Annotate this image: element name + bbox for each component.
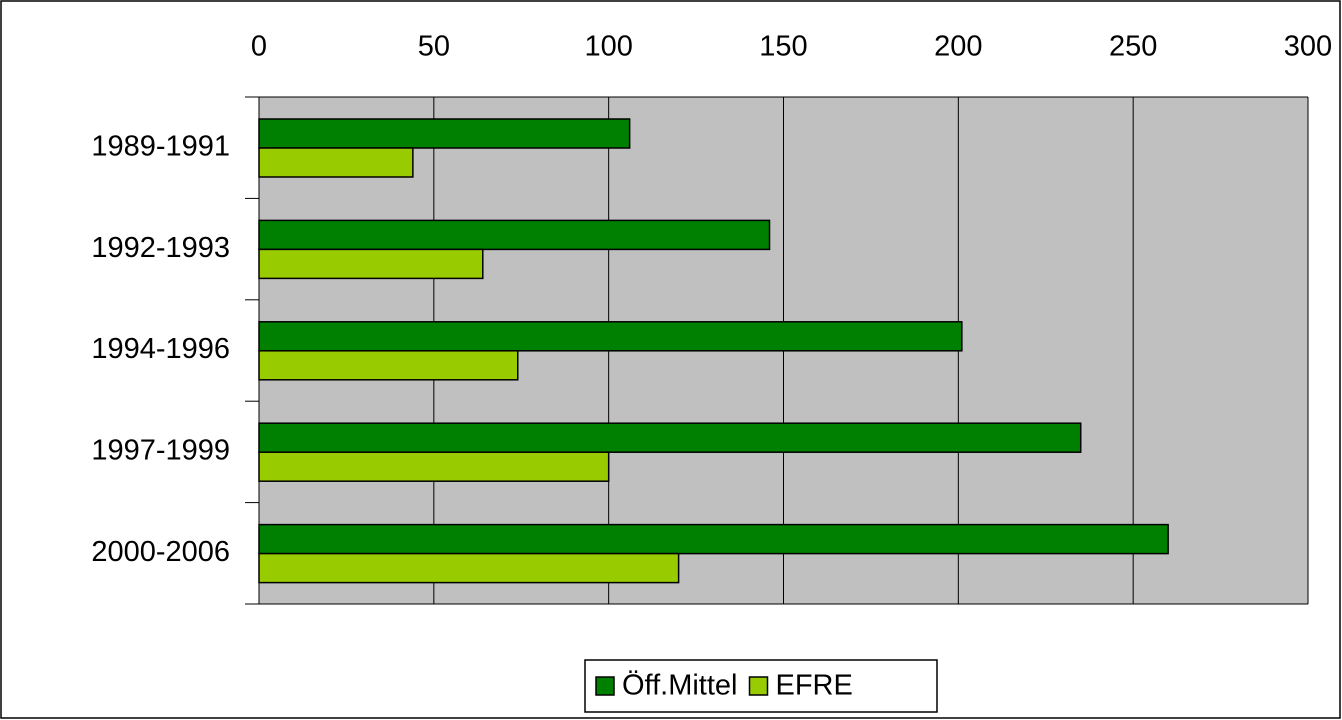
x-tick-label: 100 bbox=[584, 31, 632, 63]
bar bbox=[258, 350, 519, 381]
legend-swatch bbox=[748, 676, 769, 696]
bar bbox=[258, 147, 414, 178]
x-tick-label: 200 bbox=[934, 31, 982, 63]
x-tick-label: 50 bbox=[418, 31, 450, 63]
bar bbox=[258, 422, 1082, 453]
bar bbox=[258, 552, 680, 584]
x-tick-label: 0 bbox=[251, 31, 267, 63]
y-tick-label: 1997-1999 bbox=[91, 435, 230, 467]
bar bbox=[258, 118, 631, 149]
bar bbox=[258, 219, 771, 251]
bar bbox=[258, 321, 963, 352]
legend-label: Öff.Mittel bbox=[622, 670, 738, 702]
bar bbox=[258, 523, 1169, 555]
y-tick-label: 1989-1991 bbox=[91, 130, 230, 162]
legend-label: EFRE bbox=[776, 670, 853, 702]
y-tick-label: 1992-1993 bbox=[91, 232, 230, 264]
bar bbox=[258, 248, 484, 280]
legend-swatch bbox=[595, 676, 615, 696]
x-tick-label: 300 bbox=[1284, 31, 1332, 63]
x-tick-label: 250 bbox=[1109, 31, 1157, 63]
y-tick-label: 1994-1996 bbox=[91, 333, 230, 365]
x-tick-label: 150 bbox=[759, 31, 807, 63]
y-tick-label: 2000-2006 bbox=[91, 536, 230, 568]
bar bbox=[258, 451, 610, 482]
